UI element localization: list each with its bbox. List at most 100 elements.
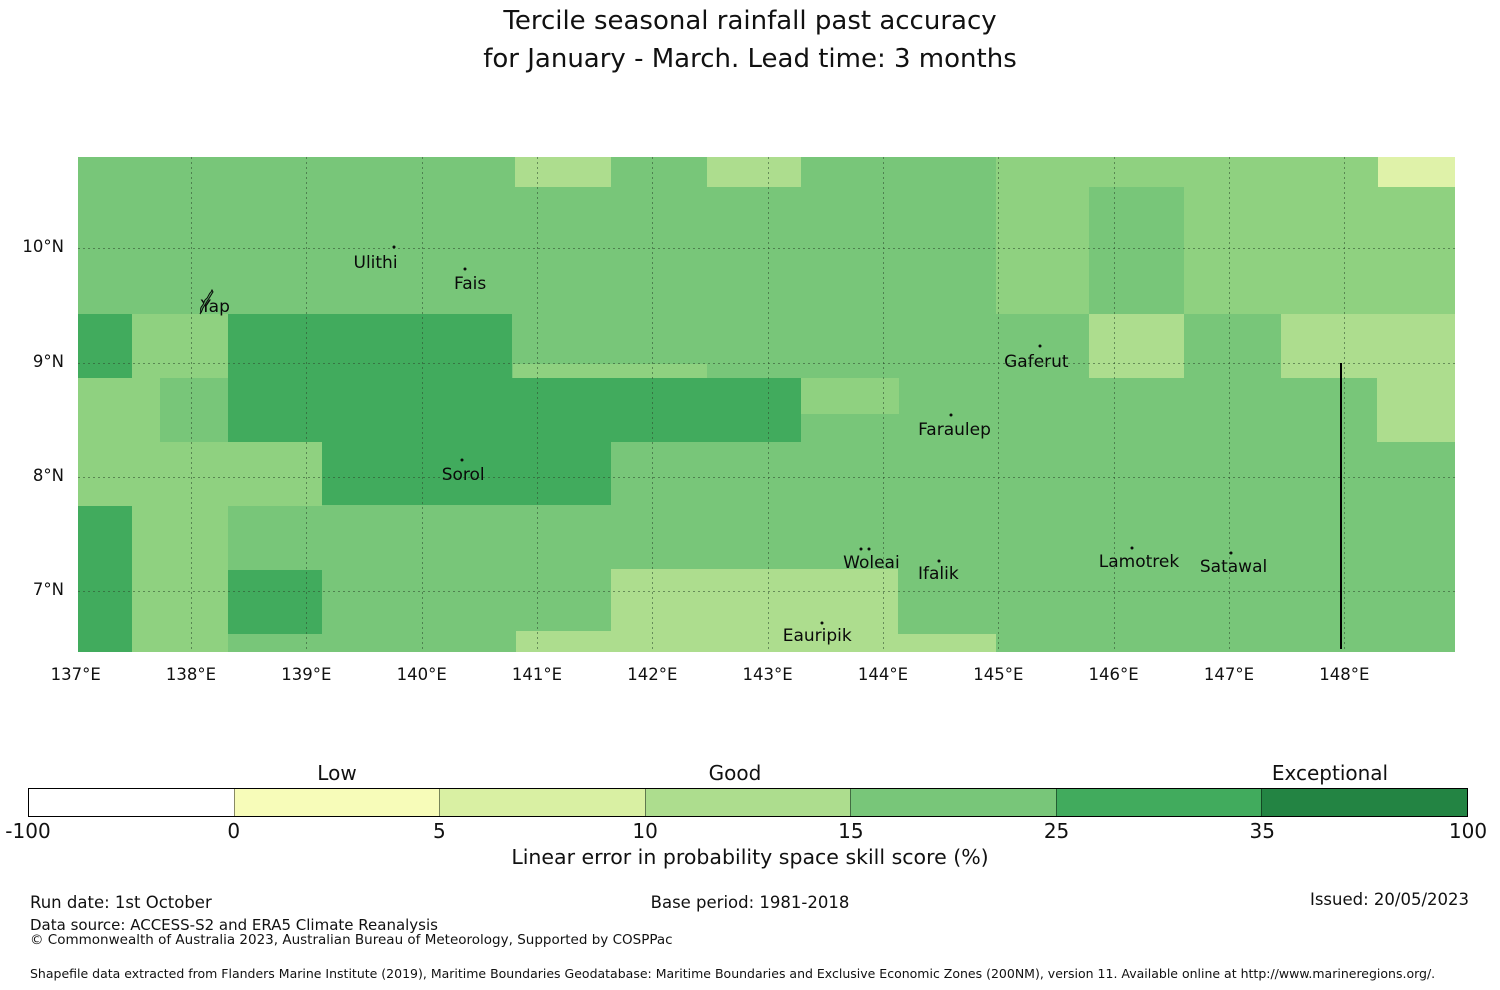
island-label-fais: Fais bbox=[454, 273, 487, 294]
island-marker-gaferut bbox=[1038, 344, 1042, 348]
colorbar-bar bbox=[28, 788, 1468, 817]
island-marker-woleai bbox=[859, 547, 863, 551]
gridline-lon-140 bbox=[421, 157, 423, 652]
skill-region bbox=[227, 313, 512, 378]
x-tick-label: 141°E bbox=[511, 665, 563, 684]
island-marker-faraulep bbox=[949, 413, 953, 417]
gridline-lon-148 bbox=[1344, 157, 1346, 652]
y-tick-label: 8°N bbox=[32, 466, 64, 486]
colorbar-segment-0-to-5 bbox=[233, 789, 440, 816]
x-tick-label: 147°E bbox=[1203, 665, 1255, 684]
colorbar-segment-5-to-10 bbox=[439, 789, 645, 816]
skill-region bbox=[1183, 186, 1455, 314]
island-marker-eauripik bbox=[820, 621, 824, 625]
skill-region bbox=[132, 313, 228, 378]
colorbar-tick-100: 100 bbox=[1448, 819, 1488, 843]
skill-region bbox=[897, 633, 996, 652]
x-tick-label: 138°E bbox=[165, 665, 217, 684]
y-tick-label: 7°N bbox=[32, 580, 64, 600]
skill-region bbox=[1280, 313, 1455, 378]
colorbar-axis-title: Linear error in probability space skill … bbox=[511, 845, 989, 869]
island-label-gaferut: Gaferut bbox=[1004, 351, 1069, 372]
issued-date-text: Issued: 20/05/2023 bbox=[1309, 890, 1469, 909]
map-area: Yap Ulithi Fais Sorol Gaferut Faraulep Woleai I… bbox=[78, 157, 1455, 652]
data-source-text: Data source: ACCESS-S2 and ERA5 Climate … bbox=[30, 916, 438, 934]
gridline-lon-138 bbox=[191, 157, 193, 652]
skill-region bbox=[512, 363, 707, 378]
skill-region bbox=[610, 568, 898, 652]
x-tick-label: 142°E bbox=[627, 665, 678, 684]
island-label-woleai: Woleai bbox=[843, 552, 900, 573]
island-marker-lamotrek bbox=[1130, 546, 1134, 550]
skill-region bbox=[515, 157, 611, 187]
island-label-yap: Yap bbox=[200, 296, 230, 317]
island-label-sorol: Sorol bbox=[441, 464, 485, 485]
shapefile-note-text: Shapefile data extracted from Flanders M… bbox=[30, 966, 1436, 981]
x-tick-label: 143°E bbox=[742, 665, 793, 684]
gridline-lon-146 bbox=[1113, 157, 1115, 652]
skill-region bbox=[322, 377, 611, 505]
gridline-lon-145 bbox=[998, 157, 1000, 652]
yap-islands-marker bbox=[197, 289, 216, 320]
skill-region bbox=[516, 631, 611, 652]
colorbar-tick-35: 35 bbox=[1249, 819, 1276, 843]
skill-region bbox=[78, 505, 133, 652]
colorbar-segment-35-to-100 bbox=[1261, 789, 1468, 816]
skill-region bbox=[801, 377, 900, 415]
island-marker-ifalik bbox=[937, 559, 941, 563]
gridline-lon-141 bbox=[537, 157, 538, 652]
island-marker-fais bbox=[463, 267, 467, 271]
skill-region bbox=[1089, 313, 1184, 378]
skill-region bbox=[1089, 157, 1378, 187]
gridline-lon-142 bbox=[652, 157, 654, 652]
island-label-ulithi: Ulithi bbox=[353, 253, 398, 274]
gridline-lon-143 bbox=[767, 157, 769, 652]
base-period-text: Base period: 1981-2018 bbox=[650, 893, 850, 912]
x-tick-label: 148°E bbox=[1319, 665, 1370, 684]
title-line-2: for January - March. Lead time: 3 months bbox=[483, 44, 1017, 74]
island-marker-ulithi bbox=[392, 245, 396, 249]
skill-region bbox=[132, 505, 228, 652]
skill-region bbox=[227, 569, 323, 634]
eez-boundary-line bbox=[1339, 362, 1342, 649]
x-tick-label: 145°E bbox=[973, 665, 1024, 684]
skill-region bbox=[159, 441, 323, 506]
skill-region bbox=[227, 377, 323, 442]
colorbar-tick-10: 10 bbox=[632, 819, 658, 843]
x-tick-label: 146°E bbox=[1088, 665, 1139, 684]
skill-region bbox=[610, 377, 802, 442]
colorbar-segment-25-to-35 bbox=[1055, 789, 1262, 816]
skill-region bbox=[1376, 377, 1455, 442]
island-label-ifalik: Ifalik bbox=[917, 564, 959, 585]
colorbar-segment--100-to-0 bbox=[29, 789, 234, 816]
x-tick-label: 144°E bbox=[857, 665, 909, 684]
colorbar-zone-label-good: Good bbox=[708, 761, 762, 785]
gridline-lat-7 bbox=[78, 591, 1455, 593]
island-label-eauripik: Eauripik bbox=[782, 625, 852, 646]
island-label-faraulep: Faraulep bbox=[918, 420, 991, 441]
colorbar-segment-10-to-15 bbox=[644, 789, 851, 816]
colorbar-tick-0: 0 bbox=[227, 819, 241, 843]
x-tick-label: 137°E bbox=[50, 665, 101, 684]
skill-region bbox=[78, 313, 133, 378]
skill-region bbox=[78, 377, 160, 506]
island-label-satawal: Satawal bbox=[1199, 557, 1268, 578]
colorbar-tick-25: 25 bbox=[1043, 819, 1070, 843]
x-tick-label: 140°E bbox=[396, 665, 447, 684]
y-tick-label: 10°N bbox=[22, 237, 64, 257]
island-marker-satawal bbox=[1229, 551, 1233, 555]
colorbar-zone-label-exceptional: Exceptional bbox=[1271, 761, 1389, 785]
run-date-text: Run date: 1st October bbox=[30, 893, 212, 912]
skill-region bbox=[1377, 157, 1455, 187]
island-marker-woleai-2 bbox=[867, 547, 871, 551]
gridline-lat-8 bbox=[78, 477, 1455, 479]
island-label-lamotrek: Lamotrek bbox=[1098, 551, 1180, 572]
gridline-lon-147 bbox=[1228, 157, 1230, 652]
figure-title: Tercile seasonal rainfall past accuracy … bbox=[0, 2, 1500, 78]
colorbar-tick--100: -100 bbox=[5, 819, 51, 843]
x-tick-label: 139°E bbox=[281, 665, 332, 684]
gridline-lon-139 bbox=[306, 157, 308, 652]
colorbar-tick-5: 5 bbox=[433, 819, 446, 843]
skill-region bbox=[706, 157, 802, 187]
